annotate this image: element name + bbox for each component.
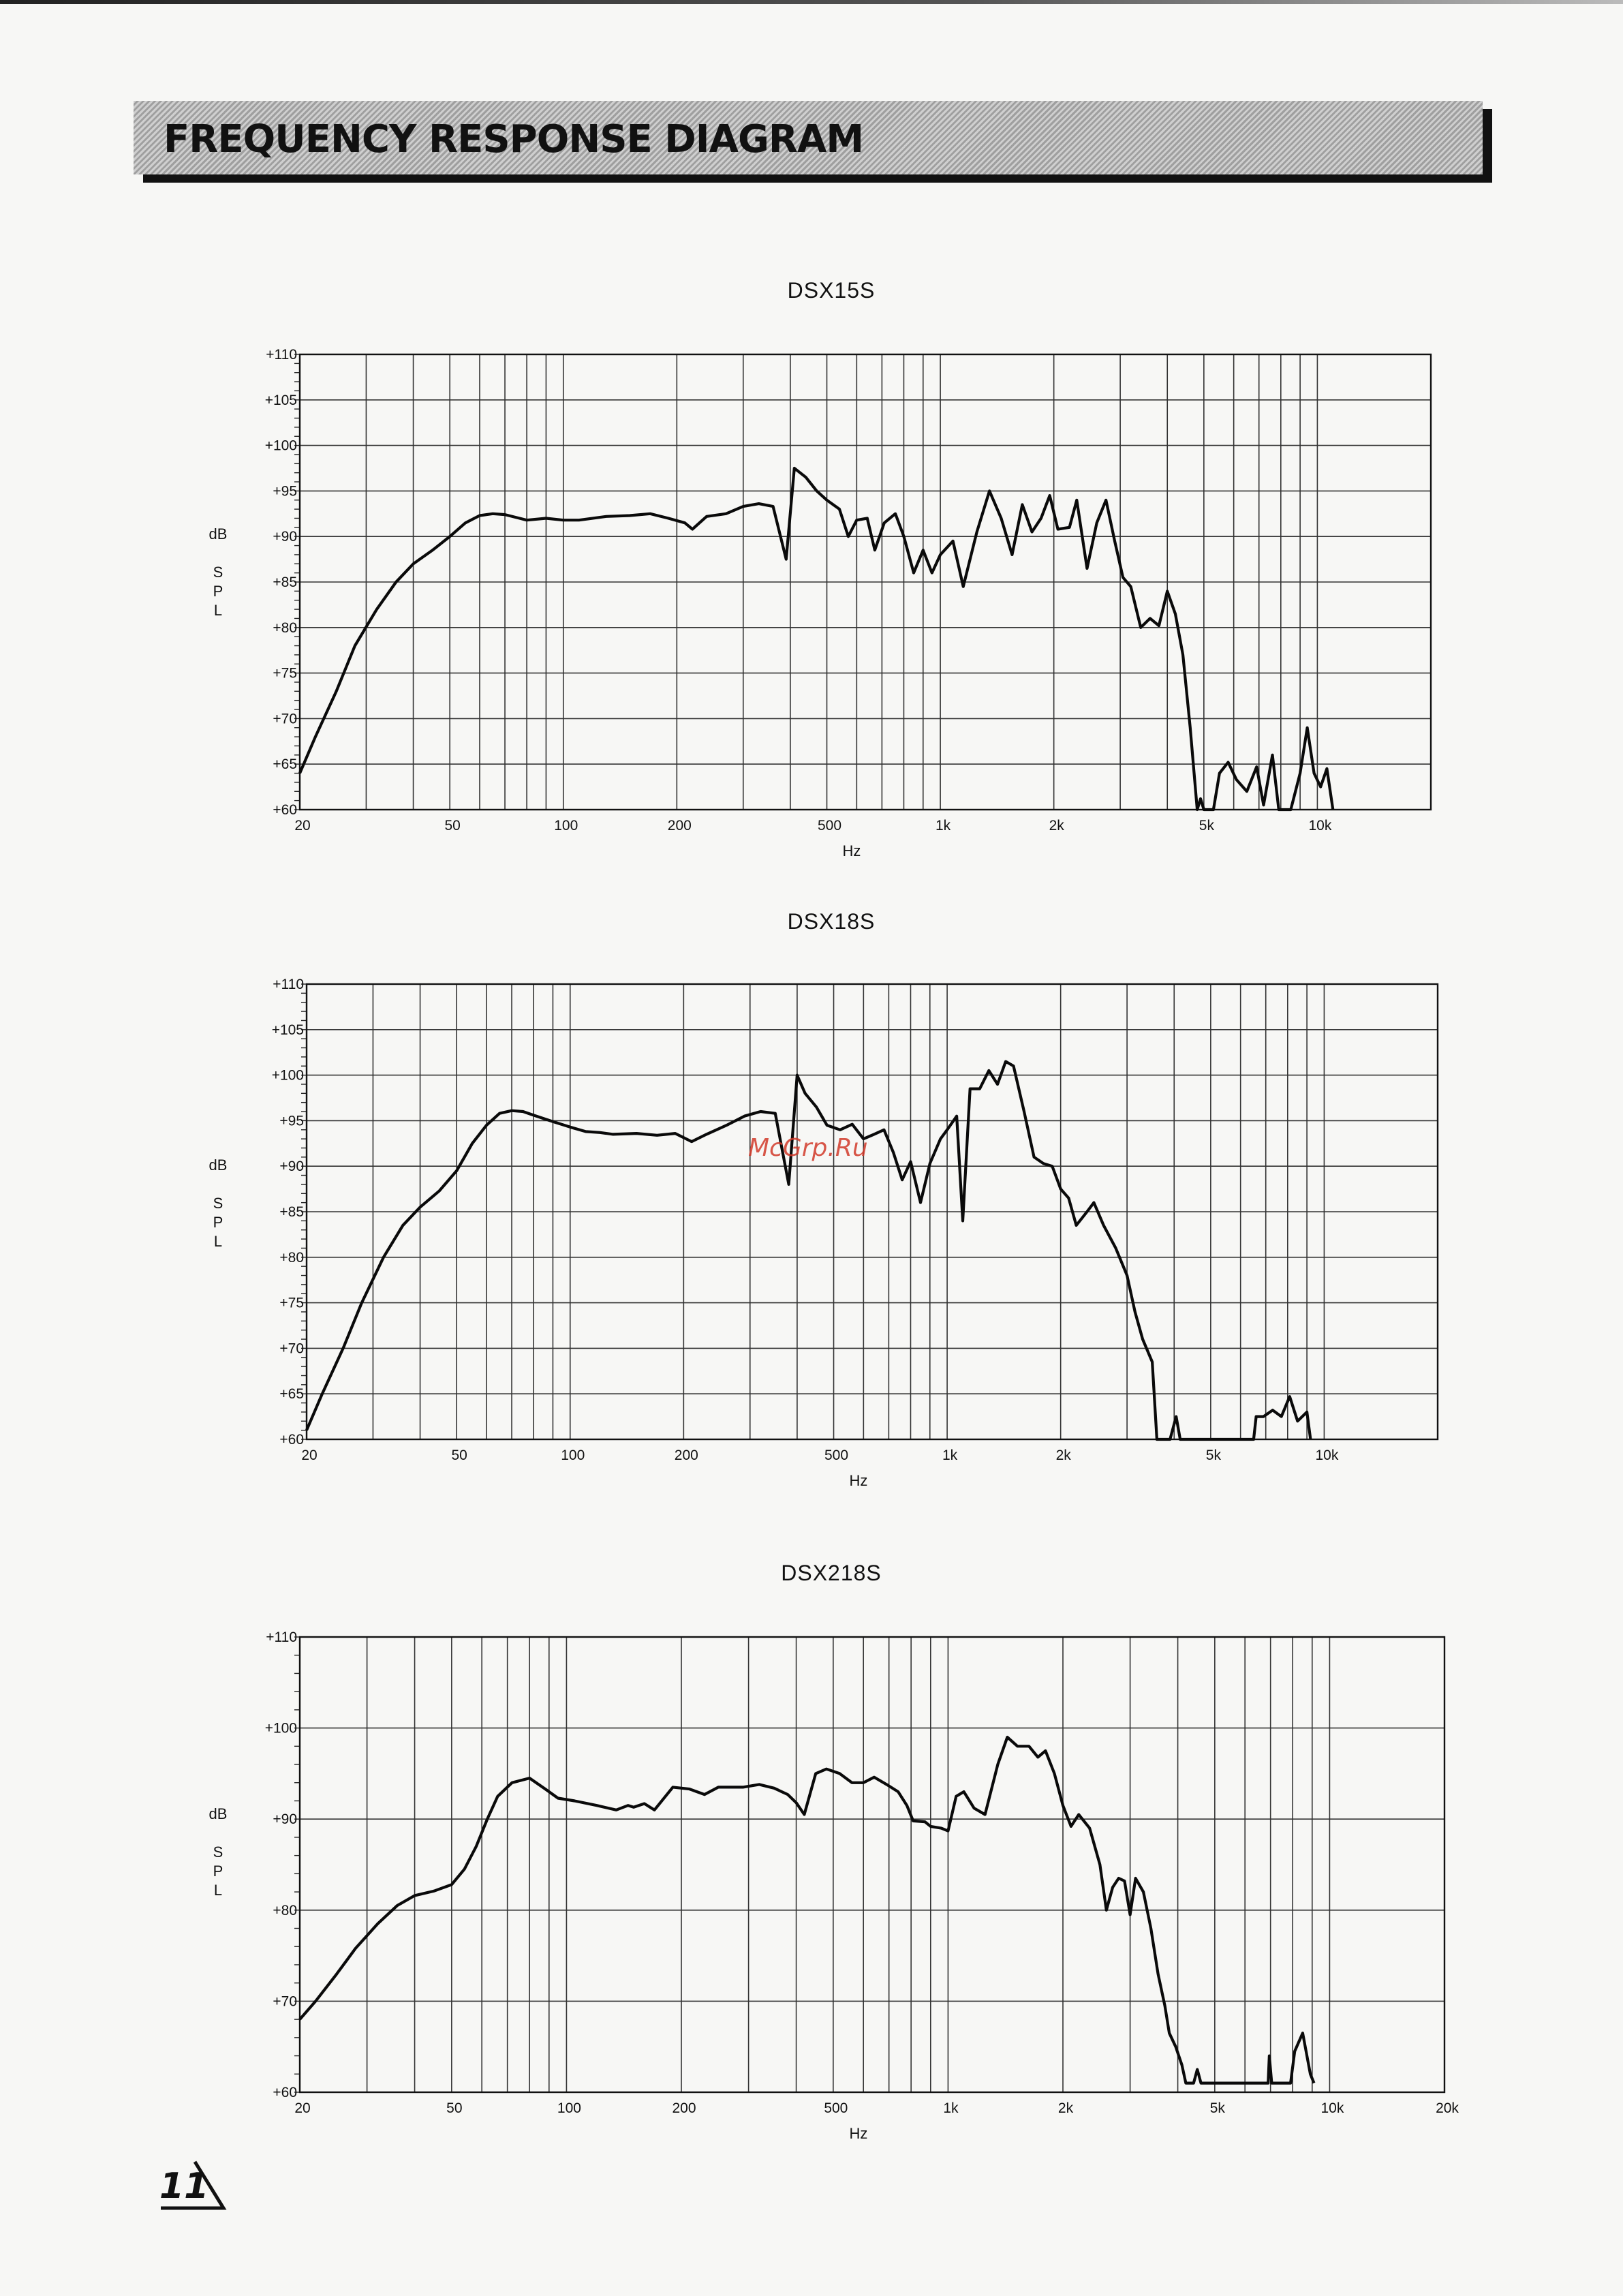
y-tick-label: +85	[273, 575, 297, 590]
x-tick-label: 1k	[936, 818, 951, 833]
series-line	[298, 466, 1335, 812]
y-tick-labels: +60 +65 +70 +75 +80 +85 +90 +95 +100 +105 +110	[265, 347, 297, 818]
x-tick-label: 50	[445, 818, 461, 833]
y-axis-label: dB S P L	[208, 525, 228, 619]
grid	[294, 1636, 1445, 2093]
chart-svg: +60 +65 +70 +75 +80 +85 +90 +95 +100 +105 +110 20 50…	[272, 977, 1439, 1489]
y-tick-label: +80	[273, 1903, 297, 1918]
y-tick-label: +70	[273, 1993, 297, 2009]
x-axis-label: Hz	[850, 2125, 868, 2142]
page-title: FREQUENCY RESPONSE DIAGRAM	[164, 117, 864, 162]
x-tick-label: 20	[294, 818, 310, 833]
y-tick-label: +100	[265, 1721, 297, 1736]
x-tick-label: 5k	[1199, 818, 1215, 833]
series-line	[305, 1060, 1312, 1441]
x-tick-label: 500	[824, 1448, 848, 1463]
series-line	[298, 1735, 1316, 2085]
x-tick-label: 100	[554, 818, 578, 833]
x-tick-label: 10k	[1320, 2100, 1344, 2116]
plot-frame	[298, 1636, 1446, 2094]
y-tick-label: +90	[279, 1159, 304, 1174]
y-tick-label: +110	[266, 1629, 297, 1645]
chart-svg: +60 +65 +70 +75 +80 +85 +90 +95 +100 +105 +110 20 50…	[265, 347, 1432, 859]
y-tick-label: +60	[279, 1432, 304, 1448]
grid	[294, 354, 1432, 810]
y-tick-label: +105	[272, 1022, 304, 1038]
y-tick-label: +65	[273, 756, 297, 772]
y-tick-labels: +60 +70 +80 +90 +100 +110	[265, 1629, 297, 2100]
top-rule	[0, 0, 1623, 4]
y-tick-label: +70	[273, 711, 297, 726]
x-tick-label: 2k	[1049, 818, 1065, 833]
plot-frame	[298, 353, 1432, 811]
y-tick-label: +90	[273, 529, 297, 545]
x-tick-label: 200	[668, 818, 692, 833]
y-tick-label: +60	[273, 2085, 297, 2100]
y-tick-label: +65	[279, 1386, 304, 1402]
x-tick-label: 500	[824, 2100, 848, 2116]
y-tick-label: +100	[265, 438, 297, 454]
x-tick-label: 100	[561, 1448, 585, 1463]
y-tick-label: +110	[273, 977, 304, 992]
y-tick-label: +60	[273, 802, 297, 818]
x-tick-label: 10k	[1316, 1448, 1339, 1463]
y-tick-label: +95	[273, 483, 297, 499]
x-tick-label: 5k	[1210, 2100, 1226, 2116]
y-tick-label: +80	[273, 620, 297, 636]
y-tick-label: +70	[279, 1341, 304, 1356]
chart-dsx15s: DSX15S dB S P L +60 +65 +70 +75 +80 +85 +90 +95…	[204, 278, 1458, 878]
y-tick-label: +80	[279, 1250, 304, 1266]
x-tick-label: 200	[675, 1448, 698, 1463]
y-axis-label: dB S P L	[208, 1157, 228, 1250]
x-tick-label: 20	[294, 2100, 310, 2116]
x-tick-labels: 20 50 100 200 500 1k 2k 5k 10k	[294, 818, 1332, 833]
chart-svg: +60 +70 +80 +90 +100 +110 20 50 100 200 500 1k 2k 5k 1…	[265, 1629, 1459, 2142]
chart-title: DSX218S	[781, 1561, 882, 1585]
x-tick-label: 50	[446, 2100, 462, 2116]
x-tick-label: 100	[557, 2100, 581, 2116]
y-tick-labels: +60 +65 +70 +75 +80 +85 +90 +95 +100 +105 +110	[272, 977, 304, 1448]
x-axis-label: Hz	[850, 1472, 868, 1489]
chart-title: DSX18S	[787, 909, 876, 934]
y-tick-label: +105	[265, 393, 297, 408]
page-corner-icon	[161, 2160, 227, 2210]
plot-frame	[305, 983, 1439, 1441]
grid	[301, 983, 1438, 1440]
y-tick-label: +90	[273, 1811, 297, 1827]
y-tick-label: +75	[273, 666, 297, 682]
x-tick-labels: 20 50 100 200 500 1k 2k 5k 10k	[301, 1448, 1339, 1463]
x-tick-label: 2k	[1056, 1448, 1072, 1463]
x-tick-labels: 20 50 100 200 500 1k 2k 5k 10k 20k	[294, 2100, 1459, 2116]
y-tick-label: +75	[279, 1296, 304, 1311]
chart-title: DSX15S	[787, 278, 876, 303]
x-tick-label: 2k	[1058, 2100, 1074, 2116]
y-tick-label: +100	[272, 1068, 304, 1084]
chart-dsx218s: DSX218S dB S P L +60 +70 +80 +90 +100 +110 20 5…	[204, 1561, 1459, 2160]
section-banner: FREQUENCY RESPONSE DIAGRAM	[134, 101, 1483, 174]
watermark: McGrp.Ru	[748, 1134, 868, 1162]
page-number: 11	[159, 2166, 209, 2207]
x-tick-label: 20	[301, 1448, 317, 1463]
y-tick-label: +85	[279, 1204, 304, 1220]
x-tick-label: 1k	[942, 1448, 958, 1463]
x-tick-label: 50	[452, 1448, 467, 1463]
y-axis-label: dB S P L	[208, 1805, 228, 1899]
x-tick-label: 200	[672, 2100, 696, 2116]
y-tick-label: +95	[279, 1113, 304, 1129]
y-tick-label: +110	[266, 347, 297, 363]
chart-dsx18s: DSX18S dB S P L +60 +65 +70 +75 +80 +85 +90 +95…	[204, 909, 1458, 1509]
x-tick-label: 20k	[1436, 2100, 1459, 2116]
x-tick-label: 500	[818, 818, 841, 833]
x-tick-label: 5k	[1206, 1448, 1222, 1463]
x-tick-label: 10k	[1309, 818, 1332, 833]
x-tick-label: 1k	[943, 2100, 959, 2116]
x-axis-label: Hz	[843, 842, 861, 859]
